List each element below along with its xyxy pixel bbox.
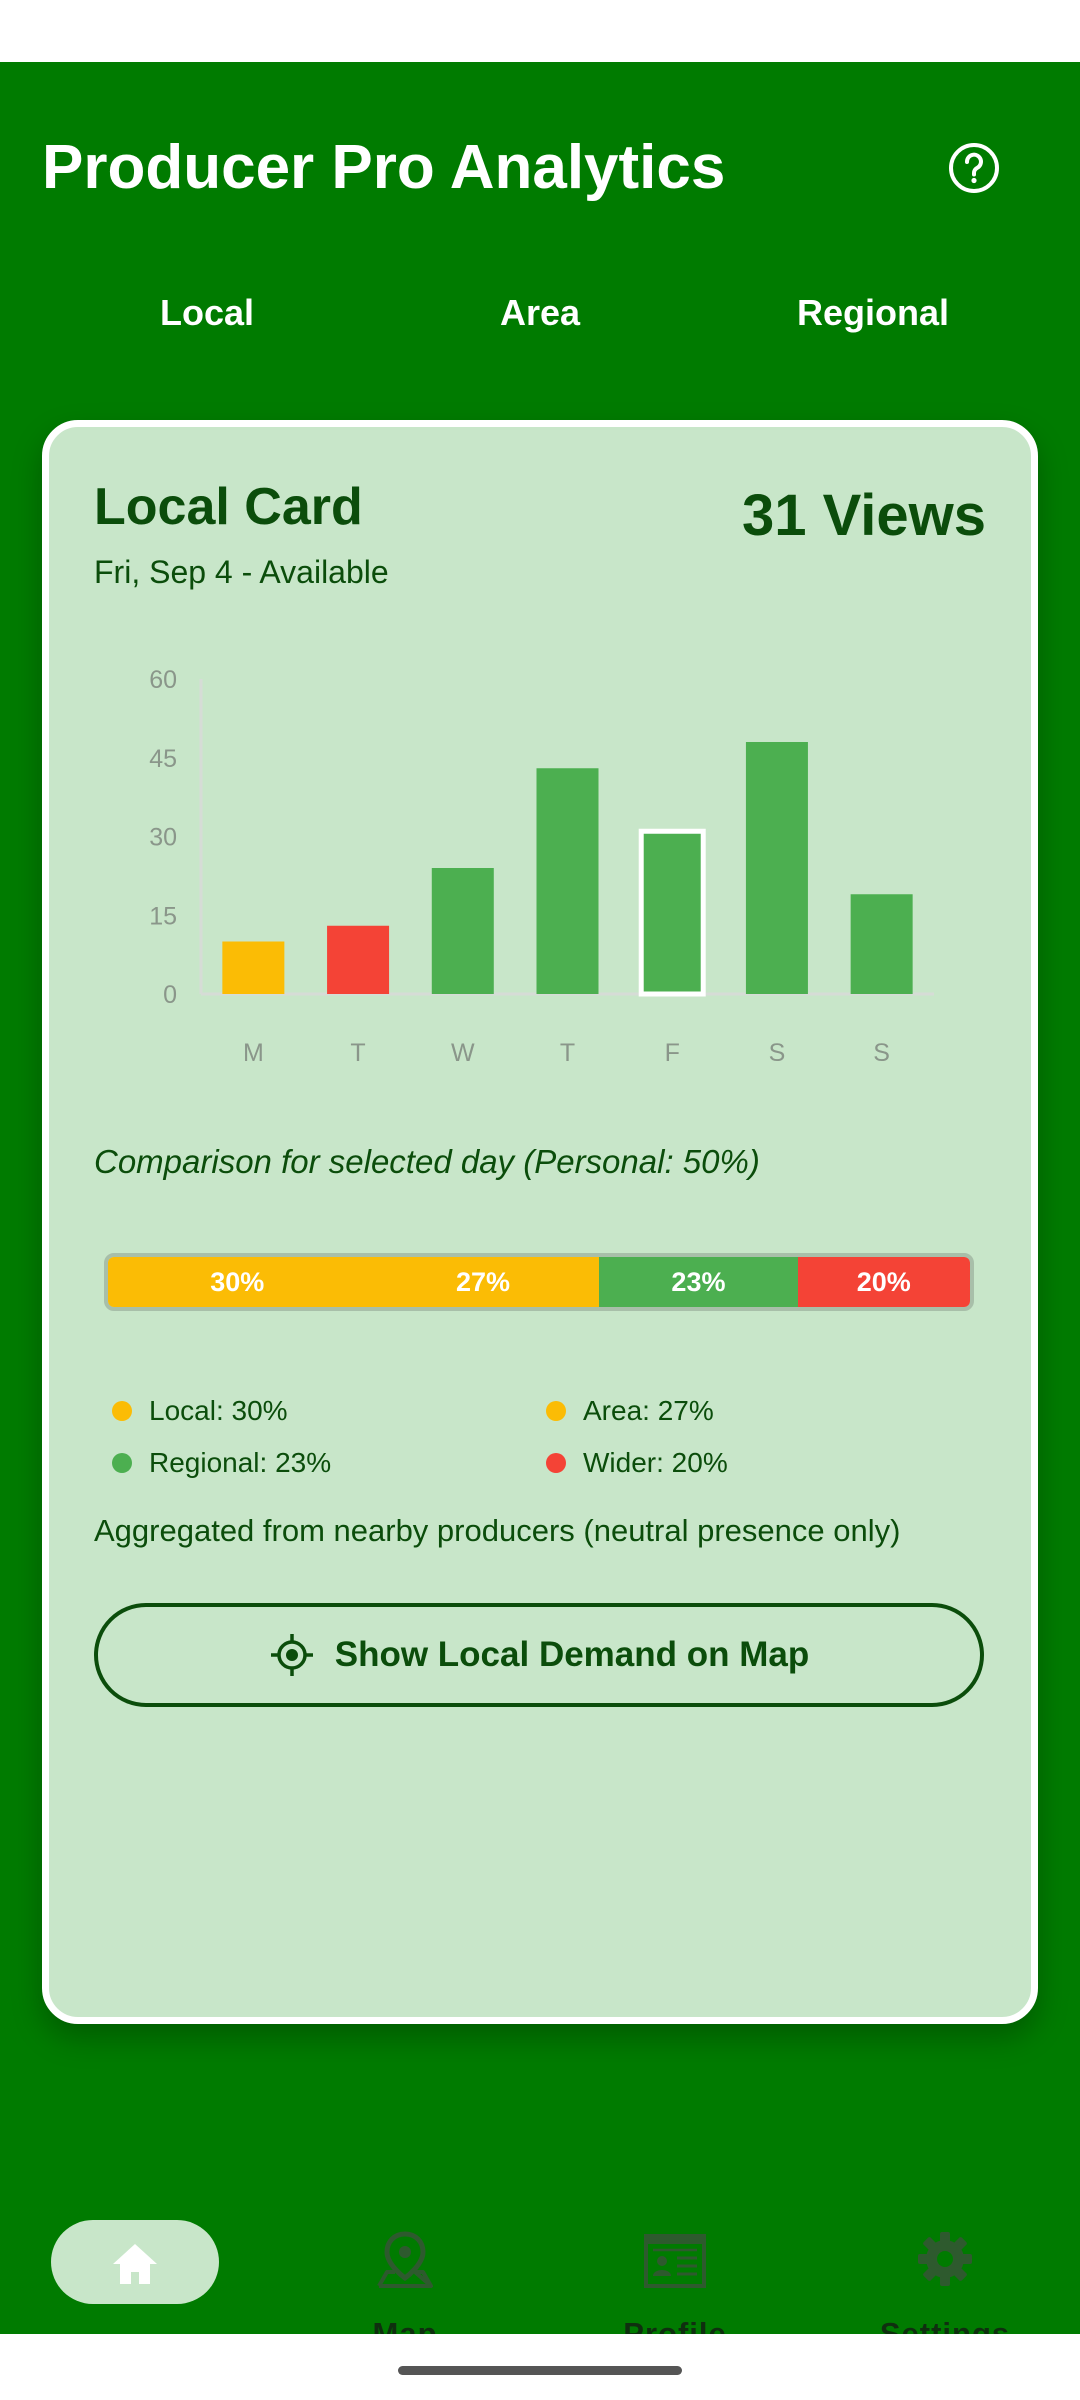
help-circle-icon[interactable] [948,142,1000,194]
y-tick-label: 15 [149,902,177,930]
local-card: Local Card Fri, Sep 4 - Available 31 Vie… [42,420,1038,2024]
legend-label: Wider: 20% [583,1447,728,1478]
x-tick-label: F [665,1039,680,1067]
y-tick-label: 60 [149,666,177,694]
nav-home[interactable] [35,2156,235,2376]
y-tick-label: 0 [163,981,177,1009]
segment-local: 30% [108,1257,367,1307]
weekly-views-chart: 0 15 30 45 60 M T W T F S S [149,666,934,1067]
map-pin-icon [377,2231,433,2288]
chart-bar[interactable] [327,925,390,994]
x-tick-label: W [451,1039,475,1067]
chart-bar[interactable] [536,768,599,994]
comparison-caption: Comparison for selected day (Personal: 5… [94,1143,760,1180]
app-screen: Producer Pro Analytics Local Area Region… [0,62,1080,2351]
legend-area: Area: 27% [546,1395,714,1427]
chart-bar[interactable] [222,941,285,995]
y-tick-label: 45 [149,745,177,773]
card-subtitle: Fri, Sep 4 - Available [94,554,389,590]
legend-dot [546,1401,566,1421]
legend-wider: Wider: 20% [546,1447,728,1479]
y-tick-label: 30 [149,824,177,852]
legend-label: Area: 27% [583,1395,714,1426]
x-tick-label: S [769,1039,786,1067]
legend-dot [546,1453,566,1473]
legend-label: Local: 30% [149,1395,288,1426]
show-demand-map-label: Show Local Demand on Map [334,1635,810,1674]
crosshair-icon [270,1634,313,1676]
chart-bar[interactable] [745,742,808,994]
aggregation-note: Aggregated from nearby producers (neutra… [94,1513,901,1548]
legend-dot [112,1401,132,1421]
id-card-icon [644,2234,706,2288]
legend-regional: Regional: 23% [112,1447,331,1479]
legend-dot [112,1453,132,1473]
tab-regional[interactable]: Regional [796,292,950,333]
chart-bar[interactable] [638,828,706,997]
tab-local[interactable]: Local [159,292,255,333]
legend-local: Local: 30% [112,1395,288,1427]
segment-regional: 23% [599,1257,798,1307]
home-icon [113,2244,157,2284]
comparison-stacked-bar: 30% 27% 23% 20% [104,1253,974,1311]
home-indicator[interactable] [398,2366,682,2375]
gear-icon [918,2232,972,2286]
card-title: Local Card [94,478,363,536]
bottom-navigation: Map Profile [0,2156,1080,2396]
segment-area: 27% [366,1257,600,1307]
x-tick-label: T [560,1039,575,1067]
views-count: 31 Views [741,483,986,548]
x-tick-label: S [873,1039,890,1067]
legend-label: Regional: 23% [149,1447,332,1478]
segment-wider: 20% [797,1257,970,1307]
tab-area[interactable]: Area [499,292,581,333]
status-bar [0,0,1080,62]
show-demand-map-button[interactable]: Show Local Demand on Map [94,1603,984,1707]
x-tick-label: M [243,1039,264,1067]
x-tick-label: T [350,1039,365,1067]
chart-bar[interactable] [431,868,494,994]
chart-bar[interactable] [850,894,913,994]
app-title: Producer Pro Analytics [42,133,726,202]
